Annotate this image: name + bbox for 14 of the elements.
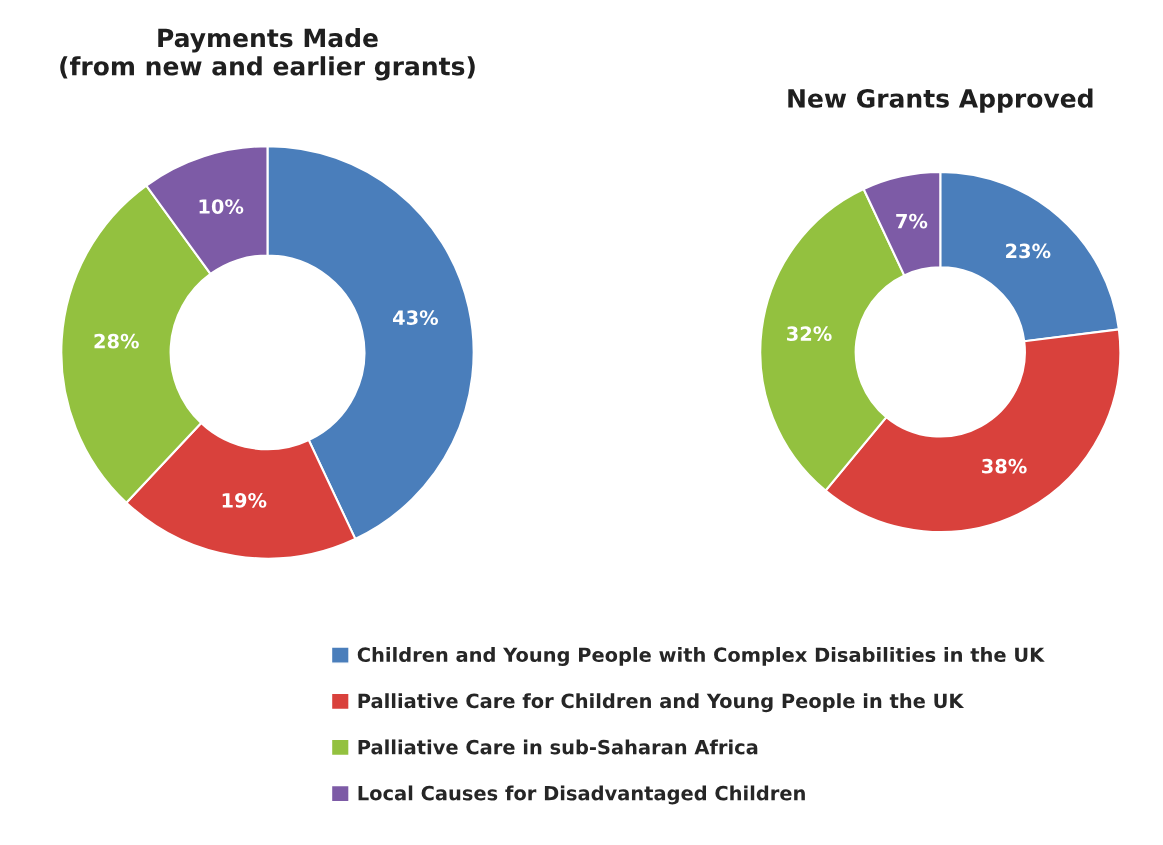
data-label: 28% [94,333,139,349]
data-label: 38% [982,458,1027,474]
chart-title: Payments Made (from new and earlier grants) [60,28,475,81]
data-label: 32% [787,326,832,341]
data-label: 10% [199,199,244,214]
data-label: 19% [222,492,267,508]
data-label: 23% [1006,243,1051,259]
legend-label: Palliative Care for Children and Young People in the UK [358,693,965,713]
chart-title: New Grants Approved [788,88,1093,113]
legend-label: Palliative Care in sub-Saharan Africa [358,739,758,755]
legend-label: Children and Young People with Complex Disabilities in the UK [357,647,1045,666]
data-label: 43% [392,310,439,325]
legend-label: Local Causes for Disadvantaged Children [358,785,805,805]
data-label: 7% [896,213,928,229]
